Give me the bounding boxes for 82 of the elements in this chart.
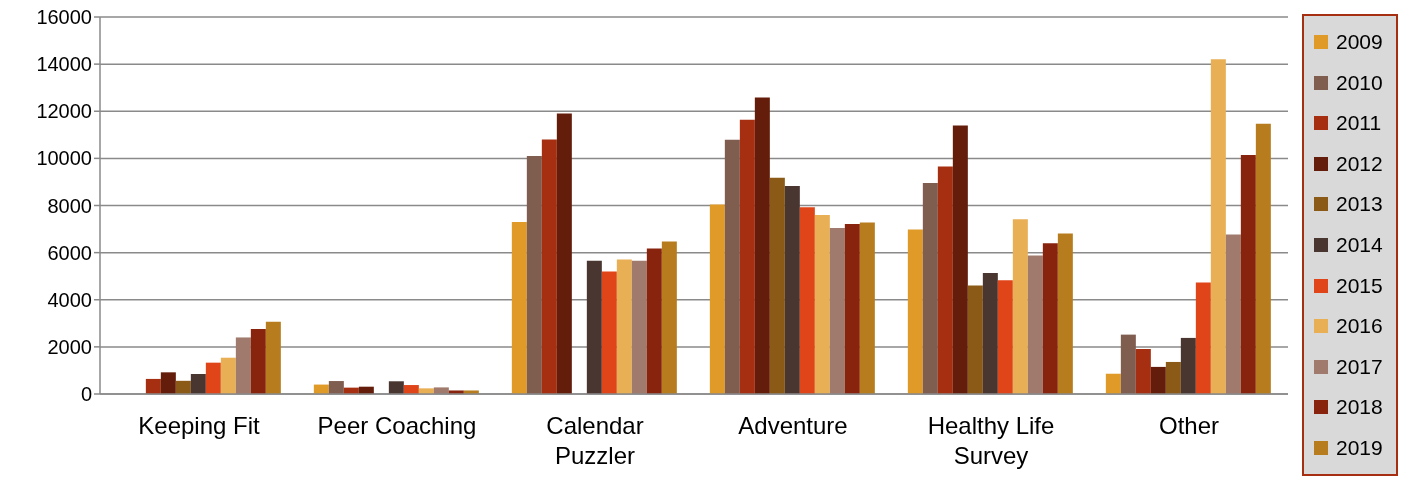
legend-label: 2018 (1336, 395, 1383, 420)
y-tick-label: 2000 (47, 335, 92, 358)
bar (829, 227, 845, 394)
bar (784, 185, 800, 394)
bar (646, 248, 662, 394)
legend-label: 2016 (1336, 314, 1383, 339)
bar (982, 272, 998, 394)
legend-label: 2011 (1336, 111, 1382, 136)
bar (769, 177, 785, 394)
bar (754, 97, 770, 394)
y-tick-label: 10000 (36, 147, 92, 170)
y-tick-label: 16000 (36, 6, 92, 29)
bar (967, 285, 983, 394)
bar (235, 337, 251, 394)
bar (709, 204, 725, 394)
bar (922, 183, 938, 394)
y-tick-label: 12000 (36, 100, 92, 123)
y-tick-label: 14000 (36, 53, 92, 76)
bar (601, 271, 617, 394)
bar (1180, 337, 1196, 394)
bar (526, 156, 542, 394)
bar (907, 229, 923, 394)
bar (220, 357, 236, 394)
y-tick-label: 8000 (47, 194, 92, 217)
x-tick-label: Adventure (738, 412, 848, 439)
bar (250, 328, 266, 394)
bar (1225, 234, 1241, 394)
legend-label: 2012 (1336, 151, 1383, 176)
bar (1057, 233, 1073, 394)
bar (388, 381, 404, 394)
bar (1042, 243, 1058, 394)
bar (859, 222, 875, 394)
bar (997, 280, 1013, 394)
legend-label: 2019 (1336, 435, 1383, 460)
x-tick-label: Keeping Fit (138, 412, 261, 439)
bar (814, 214, 830, 394)
bar (556, 113, 572, 394)
x-tick-label: Other (1158, 412, 1220, 439)
bar (205, 362, 221, 394)
bar (844, 224, 860, 394)
bar (265, 321, 281, 394)
bar (160, 372, 176, 394)
bar (1210, 59, 1226, 394)
bar (511, 221, 527, 394)
legend-label: 2015 (1336, 273, 1383, 298)
bar (403, 385, 419, 394)
bar (1120, 334, 1136, 394)
bar (616, 259, 632, 394)
x-tick-label: Calendar Puzzler (546, 412, 644, 469)
bar (1240, 155, 1256, 394)
bar (328, 381, 344, 394)
bar (1195, 282, 1211, 394)
bar (739, 119, 755, 394)
bar (1150, 366, 1166, 394)
bar (433, 387, 449, 394)
bar (1165, 361, 1181, 394)
bar (1027, 255, 1043, 394)
legend-label: 2017 (1336, 354, 1383, 379)
bar (1012, 219, 1028, 394)
y-tick-label: 6000 (47, 241, 92, 264)
bar (937, 166, 953, 394)
y-tick-label: 0 (80, 383, 92, 406)
bar (724, 139, 740, 394)
x-tick-label: Peer Coaching (317, 412, 477, 439)
legend-label: 2009 (1336, 30, 1383, 55)
legend-label: 2010 (1336, 70, 1383, 95)
bar (1105, 373, 1121, 394)
bar (541, 139, 557, 394)
bar (1255, 123, 1271, 394)
bar (145, 378, 161, 394)
legend-label: 2013 (1336, 192, 1383, 217)
bar (1135, 349, 1151, 394)
bar (952, 125, 968, 394)
x-tick-label: Healthy Life Survey (927, 412, 1055, 469)
bar (175, 380, 191, 394)
y-tick-label: 4000 (47, 288, 92, 311)
bar (190, 373, 206, 394)
bar (799, 207, 815, 394)
bar (586, 260, 602, 394)
bar (631, 260, 647, 394)
legend-label: 2014 (1336, 233, 1383, 257)
bar (661, 241, 677, 394)
